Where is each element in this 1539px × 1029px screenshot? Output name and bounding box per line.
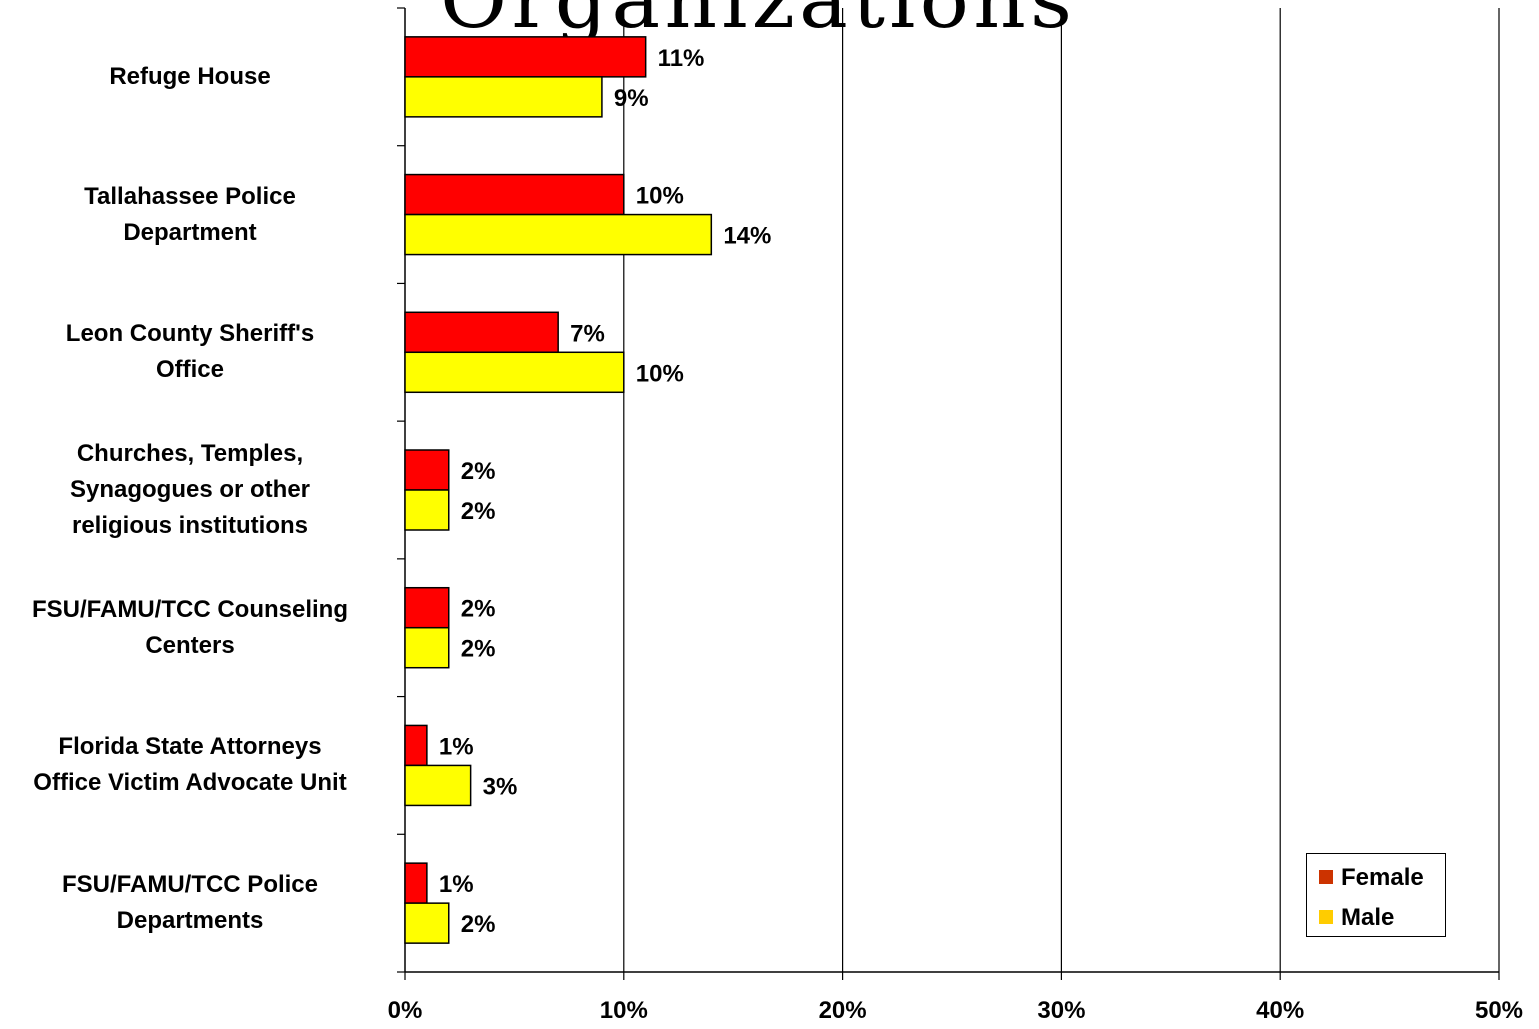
- bar-female: [404, 449, 450, 491]
- bar-female: [404, 862, 428, 904]
- category-label-line: Churches, Temples,: [76, 440, 304, 467]
- data-label: 2%: [461, 636, 496, 663]
- category-label-line: Office Victim Advocate Unit: [33, 769, 347, 797]
- category-label-line: Synagogues or other: [69, 476, 311, 503]
- data-label: 11%: [658, 45, 705, 72]
- bar-female: [404, 173, 625, 216]
- category-label-line: Refuge House: [109, 62, 271, 90]
- legend: Female Male: [1306, 853, 1446, 937]
- bar-male: [404, 213, 713, 256]
- category-label-line: Office: [155, 356, 224, 384]
- data-label: 7%: [570, 320, 605, 347]
- bar-female: [404, 724, 428, 767]
- data-label: 2%: [461, 911, 496, 938]
- x-tick-label: 0%: [388, 997, 423, 1024]
- data-label: 9%: [614, 85, 649, 112]
- x-tick-label: 10%: [600, 997, 648, 1024]
- bar-male: [404, 902, 450, 944]
- bar-female: [404, 311, 559, 354]
- bar-male: [404, 351, 625, 394]
- legend-swatch-male: [1319, 909, 1333, 924]
- legend-item-female: Female: [1319, 864, 1424, 892]
- x-tick-label: 20%: [819, 997, 867, 1024]
- legend-item-male: Male: [1319, 904, 1394, 932]
- category-label-line: Leon County Sheriff's: [65, 320, 315, 348]
- category-label-line: FSU/FAMU/TCC Police: [61, 871, 319, 899]
- category-label-line: FSU/FAMU/TCC Counseling: [32, 595, 348, 623]
- data-label: 1%: [439, 871, 474, 898]
- legend-label-female: Female: [1341, 864, 1424, 891]
- category-label-line: Department: [123, 218, 257, 246]
- category-label-line: religious institutions: [71, 512, 308, 539]
- category-label-line: Florida State Attorneys: [58, 733, 322, 761]
- category-label-line: Departments: [116, 907, 264, 935]
- data-label: 2%: [461, 596, 496, 623]
- data-label: 2%: [461, 458, 496, 485]
- bar-male: [404, 489, 450, 531]
- bar-male: [404, 76, 603, 118]
- data-label: 10%: [636, 183, 684, 210]
- bar-male: [404, 764, 472, 807]
- data-label: 10%: [636, 360, 684, 387]
- data-label: 1%: [439, 733, 474, 760]
- legend-label-male: Male: [1341, 904, 1395, 931]
- x-tick-label: 50%: [1475, 997, 1523, 1024]
- bar-female: [404, 586, 450, 629]
- x-tick-label: 30%: [1037, 997, 1085, 1024]
- data-label: 14%: [723, 223, 771, 250]
- category-label-line: Centers: [145, 631, 235, 659]
- category-label: Florida State Attorneys Office Victim Adv…: [0, 729, 380, 801]
- category-label: Churches, Temples, Synagogues or other rel…: [0, 436, 380, 544]
- category-label-line: Tallahassee Police: [84, 182, 296, 210]
- data-label: 2%: [461, 498, 496, 525]
- data-label: 3%: [483, 773, 518, 800]
- category-label: FSU/FAMU/TCC Police Departments: [0, 867, 380, 939]
- category-label: Leon County Sheriff's Office: [0, 316, 380, 388]
- x-tick-label: 40%: [1256, 997, 1304, 1024]
- bar-female: [404, 36, 647, 78]
- category-label: Tallahassee Police Department: [0, 179, 380, 251]
- category-label: Refuge House: [0, 59, 380, 95]
- legend-swatch-female: [1319, 869, 1333, 884]
- category-label: FSU/FAMU/TCC Counseling Centers: [0, 592, 380, 664]
- bar-male: [404, 626, 450, 669]
